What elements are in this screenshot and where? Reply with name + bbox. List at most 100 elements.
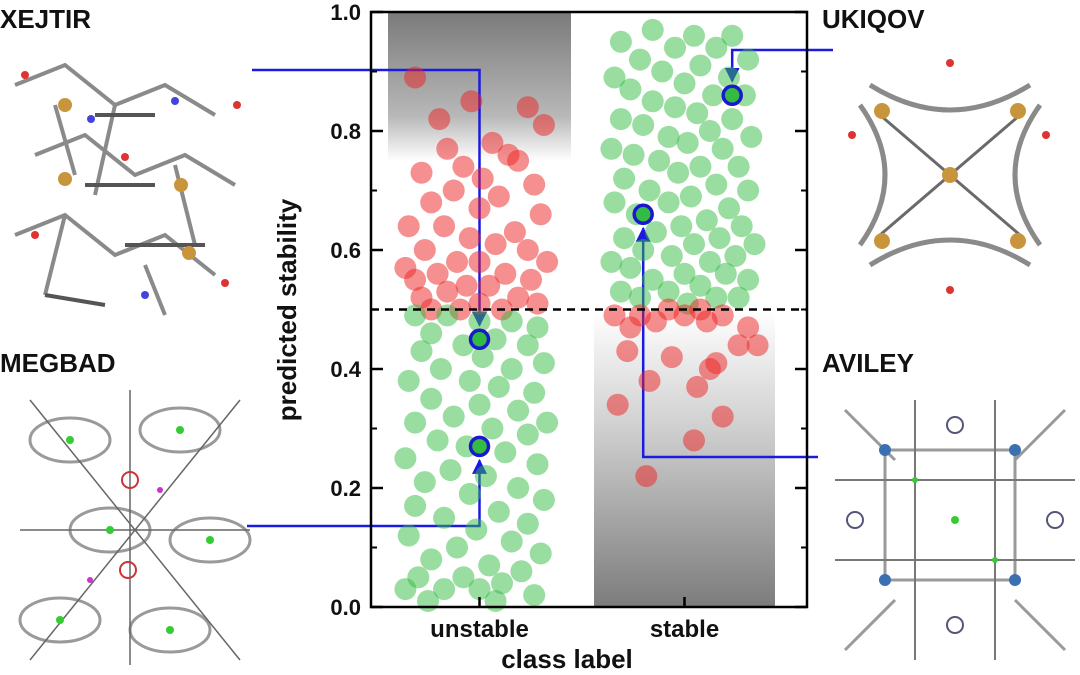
incorrect-prediction-point — [420, 191, 443, 214]
correct-prediction-point — [465, 518, 488, 541]
incorrect-prediction-point — [428, 108, 451, 131]
correct-prediction-point — [468, 310, 491, 333]
incorrect-prediction-point — [526, 292, 549, 315]
incorrect-prediction-point — [644, 310, 667, 333]
correct-prediction-point — [532, 488, 555, 511]
incorrect-prediction-point — [683, 429, 705, 452]
incorrect-prediction-point — [606, 393, 629, 416]
structure-panel-megbad — [18, 390, 252, 665]
correct-prediction-point — [698, 120, 721, 142]
correct-prediction-point — [673, 262, 696, 285]
correct-prediction-point — [426, 429, 449, 452]
y-axis-title: predicted stability — [272, 198, 302, 421]
correct-prediction-point — [638, 179, 661, 202]
correct-prediction-point — [458, 369, 481, 392]
correct-prediction-point — [439, 459, 462, 482]
incorrect-prediction-point — [436, 137, 459, 160]
correct-prediction-point — [494, 441, 517, 464]
correct-prediction-point — [629, 48, 651, 71]
aviley-structure-image — [835, 400, 1075, 660]
correct-prediction-point — [632, 239, 655, 261]
correct-prediction-point — [651, 60, 674, 83]
incorrect-prediction-point — [638, 369, 661, 392]
correct-prediction-point — [683, 233, 705, 256]
correct-prediction-point — [673, 72, 696, 95]
correct-prediction-point — [705, 36, 728, 59]
correct-prediction-point — [619, 78, 642, 101]
incorrect-prediction-point — [711, 405, 734, 428]
xejtir-atoms — [21, 71, 241, 299]
correct-prediction-point — [714, 262, 737, 285]
correct-prediction-point — [743, 233, 766, 256]
correct-prediction-point — [413, 471, 436, 494]
correct-prediction-point — [711, 137, 734, 160]
correct-prediction-point — [500, 358, 523, 380]
correct-prediction-point — [641, 268, 664, 291]
correct-prediction-point — [705, 286, 728, 309]
label-xejtir: XEJTIR — [0, 4, 91, 34]
incorrect-prediction-point — [619, 316, 642, 339]
incorrect-prediction-point — [520, 268, 542, 291]
correct-prediction-point — [629, 286, 651, 309]
label-megbad: MEGBAD — [0, 348, 116, 378]
ukiqov-atoms — [848, 59, 1050, 294]
correct-prediction-point — [718, 197, 740, 220]
correct-prediction-point — [613, 227, 636, 250]
incorrect-prediction-point — [516, 239, 539, 261]
correct-prediction-point — [708, 227, 731, 250]
correct-prediction-point — [481, 417, 504, 440]
incorrect-prediction-point — [698, 358, 721, 380]
correct-prediction-point — [657, 125, 680, 148]
correct-prediction-point — [689, 54, 712, 77]
incorrect-prediction-point — [695, 310, 718, 333]
correct-prediction-point — [523, 584, 546, 607]
correct-prediction-point — [420, 322, 443, 345]
correct-prediction-point — [507, 399, 530, 422]
correct-prediction-point — [516, 334, 539, 357]
incorrect-prediction-point — [673, 304, 696, 327]
incorrect-prediction-point — [478, 274, 501, 297]
incorrect-prediction-point — [471, 167, 494, 190]
correct-prediction-point — [698, 250, 721, 273]
correct-prediction-point — [397, 369, 420, 392]
incorrect-prediction-point — [397, 215, 420, 238]
correct-prediction-point — [436, 304, 459, 327]
incorrect-prediction-point — [481, 131, 504, 154]
incorrect-prediction-point — [532, 114, 555, 136]
incorrect-prediction-point — [404, 66, 427, 89]
correct-prediction-point — [695, 209, 718, 232]
correct-prediction-point — [523, 381, 546, 404]
correct-prediction-point — [507, 477, 530, 499]
correct-prediction-point — [429, 358, 452, 380]
correct-prediction-point — [452, 566, 475, 589]
incorrect-prediction-point — [746, 334, 769, 357]
correct-prediction-point — [433, 578, 456, 601]
correct-prediction-point — [397, 524, 420, 547]
correct-prediction-point — [600, 137, 623, 160]
x-tick-label: unstable — [430, 616, 529, 643]
y-tick-label: 0.4 — [330, 357, 361, 382]
incorrect-prediction-point — [737, 316, 760, 339]
highlight-point-xejtir — [468, 328, 491, 351]
incorrect-prediction-point — [452, 155, 475, 178]
incorrect-prediction-point — [446, 250, 468, 273]
correct-prediction-point — [394, 447, 417, 470]
incorrect-prediction-point — [442, 179, 465, 202]
correct-prediction-point — [410, 340, 433, 363]
correct-prediction-point — [632, 114, 655, 136]
correct-prediction-point — [394, 578, 417, 601]
correct-prediction-point — [689, 155, 712, 178]
correct-prediction-point — [529, 542, 552, 565]
incorrect-prediction-point — [507, 149, 530, 172]
highlight-point-megbad — [468, 435, 491, 458]
correct-prediction-point — [667, 161, 690, 184]
correct-prediction-point — [641, 18, 664, 41]
y-tick-label: 0.8 — [330, 119, 361, 144]
correct-prediction-point — [420, 548, 443, 571]
correct-prediction-point — [526, 316, 549, 339]
correct-prediction-point — [609, 30, 632, 53]
correct-prediction-point — [727, 286, 750, 309]
correct-prediction-point — [500, 530, 523, 553]
correct-prediction-point — [619, 256, 642, 279]
